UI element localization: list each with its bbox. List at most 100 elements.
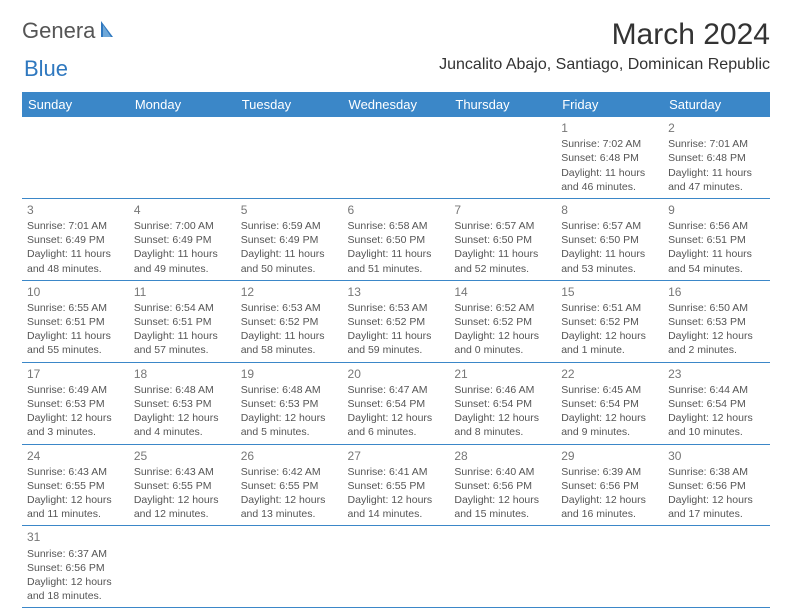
calendar-empty-cell <box>236 117 343 198</box>
location-subtitle: Juncalito Abajo, Santiago, Dominican Rep… <box>439 56 770 74</box>
calendar-week-row: 1Sunrise: 7:02 AMSunset: 6:48 PMDaylight… <box>22 117 770 198</box>
daylight-text: Daylight: 11 hours and 59 minutes. <box>348 330 432 356</box>
sunrise-text: Sunrise: 6:43 AM <box>134 466 214 478</box>
daylight-text: Daylight: 11 hours and 51 minutes. <box>348 248 432 274</box>
day-number: 19 <box>241 366 338 382</box>
calendar-empty-cell <box>129 117 236 198</box>
calendar-day-cell: 10Sunrise: 6:55 AMSunset: 6:51 PMDayligh… <box>22 280 129 362</box>
sunset-text: Sunset: 6:52 PM <box>454 316 532 328</box>
sunrise-text: Sunrise: 6:47 AM <box>348 384 428 396</box>
day-number: 25 <box>134 448 231 464</box>
daylight-text: Daylight: 11 hours and 58 minutes. <box>241 330 325 356</box>
day-number: 3 <box>27 202 124 218</box>
daylight-text: Daylight: 12 hours and 11 minutes. <box>27 494 112 520</box>
day-header: Monday <box>129 92 236 117</box>
calendar-day-cell: 2Sunrise: 7:01 AMSunset: 6:48 PMDaylight… <box>663 117 770 198</box>
day-number: 30 <box>668 448 765 464</box>
sunrise-text: Sunrise: 6:56 AM <box>668 220 748 232</box>
sunset-text: Sunset: 6:52 PM <box>348 316 426 328</box>
day-number: 27 <box>348 448 445 464</box>
daylight-text: Daylight: 11 hours and 53 minutes. <box>561 248 645 274</box>
sunset-text: Sunset: 6:54 PM <box>668 398 746 410</box>
calendar-week-row: 17Sunrise: 6:49 AMSunset: 6:53 PMDayligh… <box>22 362 770 444</box>
sunrise-text: Sunrise: 6:58 AM <box>348 220 428 232</box>
sunset-text: Sunset: 6:56 PM <box>454 480 532 492</box>
daylight-text: Daylight: 12 hours and 15 minutes. <box>454 494 539 520</box>
sunset-text: Sunset: 6:52 PM <box>241 316 319 328</box>
day-number: 15 <box>561 284 658 300</box>
calendar-day-cell: 9 Sunrise: 6:56 AM Sunset: 6:51 PM Daylight… <box>663 198 770 280</box>
daylight-text: Daylight: 12 hours and 3 minutes. <box>27 412 112 438</box>
header-right: March 2024 Juncalito Abajo, Santiago, Do… <box>439 18 770 74</box>
daylight-text: Daylight: 11 hours and 57 minutes. <box>134 330 218 356</box>
calendar-day-cell: 7Sunrise: 6:57 AMSunset: 6:50 PMDaylight… <box>449 198 556 280</box>
sunset-text: Sunset: 6:50 PM <box>561 234 639 246</box>
sunrise-text: Sunrise: 6:48 AM <box>134 384 214 396</box>
day-header: Friday <box>556 92 663 117</box>
calendar-empty-cell <box>449 117 556 198</box>
sunrise-text: Sunrise: 6:52 AM <box>454 302 534 314</box>
daylight-text: Daylight: 11 hours and 49 minutes. <box>134 248 218 274</box>
calendar-day-cell: 21 Sunrise: 6:46 AM Sunset: 6:54 PM Dayligh… <box>449 362 556 444</box>
calendar-table: SundayMondayTuesdayWednesdayThursdayFrid… <box>22 92 770 608</box>
sunrise-text: Sunrise: 7:02 AM <box>561 138 641 150</box>
calendar-empty-cell <box>556 526 663 608</box>
calendar-day-cell: 15Sunrise: 6:51 AMSunset: 6:52 PMDayligh… <box>556 280 663 362</box>
daylight-text: Daylight: 12 hours and 1 minute. <box>561 330 646 356</box>
calendar-week-row: 3Sunrise: 7:01 AMSunset: 6:49 PMDaylight… <box>22 198 770 280</box>
calendar-empty-cell <box>22 117 129 198</box>
calendar-day-cell: 26Sunrise: 6:42 AMSunset: 6:55 PMDayligh… <box>236 444 343 526</box>
calendar-empty-cell <box>236 526 343 608</box>
day-number: 17 <box>27 366 124 382</box>
calendar-day-cell: 24Sunrise: 6:43 AMSunset: 6:55 PMDayligh… <box>22 444 129 526</box>
calendar-day-cell: 25Sunrise: 6:43 AMSunset: 6:55 PMDayligh… <box>129 444 236 526</box>
calendar-day-cell: 20Sunrise: 6:47 AMSunset: 6:54 PMDayligh… <box>343 362 450 444</box>
day-number: 12 <box>241 284 338 300</box>
daylight-text: Daylight: 12 hours and 4 minutes. <box>134 412 219 438</box>
day-number: 4 <box>134 202 231 218</box>
calendar-day-cell: 11Sunrise: 6:54 AMSunset: 6:51 PMDayligh… <box>129 280 236 362</box>
day-number: 26 <box>241 448 338 464</box>
sunrise-text: Sunrise: 6:45 AM <box>561 384 641 396</box>
sunset-text: Sunset: 6:51 PM <box>668 234 746 246</box>
day-header: Thursday <box>449 92 556 117</box>
sunset-text: Sunset: 6:56 PM <box>561 480 639 492</box>
day-header: Saturday <box>663 92 770 117</box>
sunset-text: Sunset: 6:54 PM <box>454 398 532 410</box>
day-number: 16 <box>668 284 765 300</box>
calendar-empty-cell <box>343 117 450 198</box>
day-number: 22 <box>561 366 658 382</box>
day-number: 8 <box>561 202 658 218</box>
day-number: 18 <box>134 366 231 382</box>
calendar-day-cell: 22Sunrise: 6:45 AMSunset: 6:54 PMDayligh… <box>556 362 663 444</box>
daylight-text: Daylight: 11 hours and 52 minutes. <box>454 248 538 274</box>
sunrise-text: Sunrise: 6:48 AM <box>241 384 321 396</box>
daylight-text: Daylight: 11 hours and 50 minutes. <box>241 248 325 274</box>
sunset-text: Sunset: 6:55 PM <box>27 480 105 492</box>
calendar-day-cell: 13Sunrise: 6:53 AMSunset: 6:52 PMDayligh… <box>343 280 450 362</box>
sunset-text: Sunset: 6:56 PM <box>668 480 746 492</box>
sunrise-text: Sunrise: 6:59 AM <box>241 220 321 232</box>
sunset-text: Sunset: 6:55 PM <box>241 480 319 492</box>
calendar-day-cell: 16Sunrise: 6:50 AMSunset: 6:53 PMDayligh… <box>663 280 770 362</box>
day-number: 28 <box>454 448 551 464</box>
daylight-text: Daylight: 11 hours and 54 minutes. <box>668 248 752 274</box>
calendar-day-cell: 8 Sunrise: 6:57 AM Sunset: 6:50 PM Daylight… <box>556 198 663 280</box>
daylight-text: Daylight: 12 hours and 0 minutes. <box>454 330 539 356</box>
sunrise-text: Sunrise: 6:46 AM <box>454 384 534 396</box>
page-title: March 2024 <box>439 18 770 52</box>
day-number: 9 <box>668 202 765 218</box>
calendar-day-cell: 4Sunrise: 7:00 AMSunset: 6:49 PMDaylight… <box>129 198 236 280</box>
calendar-week-row: 24Sunrise: 6:43 AMSunset: 6:55 PMDayligh… <box>22 444 770 526</box>
sunrise-text: Sunrise: 6:50 AM <box>668 302 748 314</box>
daylight-text: Daylight: 12 hours and 8 minutes. <box>454 412 539 438</box>
sunset-text: Sunset: 6:51 PM <box>134 316 212 328</box>
sunset-text: Sunset: 6:48 PM <box>561 152 639 164</box>
sunrise-text: Sunrise: 6:57 AM <box>561 220 641 232</box>
calendar-day-cell: 27Sunrise: 6:41 AMSunset: 6:55 PMDayligh… <box>343 444 450 526</box>
day-number: 21 <box>454 366 551 382</box>
sunrise-text: Sunrise: 6:40 AM <box>454 466 534 478</box>
calendar-day-cell: 28 Sunrise: 6:40 AM Sunset: 6:56 PM Dayligh… <box>449 444 556 526</box>
day-number: 29 <box>561 448 658 464</box>
day-number: 1 <box>561 120 658 136</box>
